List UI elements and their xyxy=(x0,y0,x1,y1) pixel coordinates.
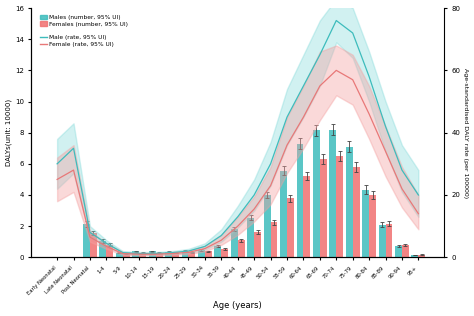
Bar xyxy=(247,218,254,257)
Bar xyxy=(254,232,261,257)
Bar xyxy=(165,252,172,257)
Bar xyxy=(329,130,336,257)
Bar xyxy=(303,176,310,257)
Bar xyxy=(419,254,425,257)
Bar xyxy=(106,245,113,257)
X-axis label: Age (years): Age (years) xyxy=(213,301,262,310)
Bar xyxy=(100,241,106,257)
Bar xyxy=(149,252,155,257)
Bar xyxy=(411,255,419,257)
Bar xyxy=(297,143,303,257)
Bar xyxy=(362,190,369,257)
Bar xyxy=(280,171,287,257)
Y-axis label: DALYs(unit: 10000): DALYs(unit: 10000) xyxy=(6,99,12,166)
Bar xyxy=(116,252,123,257)
Bar xyxy=(238,240,245,257)
Bar xyxy=(346,147,353,257)
Bar xyxy=(264,195,271,257)
Bar xyxy=(221,249,228,257)
Bar xyxy=(189,252,195,257)
Bar xyxy=(214,246,221,257)
Bar xyxy=(271,222,277,257)
Bar xyxy=(231,229,238,257)
Bar xyxy=(90,233,97,257)
Bar xyxy=(172,253,179,257)
Bar xyxy=(123,253,130,257)
Bar xyxy=(287,198,294,257)
Bar xyxy=(369,195,376,257)
Bar xyxy=(353,167,360,257)
Bar xyxy=(182,251,189,257)
Bar xyxy=(379,225,385,257)
Bar xyxy=(313,130,320,257)
Bar xyxy=(198,250,205,257)
Y-axis label: Age-standardised DALY rate (per 100000): Age-standardised DALY rate (per 100000) xyxy=(464,68,468,198)
Bar xyxy=(395,246,402,257)
Bar xyxy=(132,252,139,257)
Bar xyxy=(205,252,212,257)
Bar xyxy=(83,224,90,257)
Bar xyxy=(320,159,327,257)
Bar xyxy=(139,252,146,257)
Bar xyxy=(402,245,409,257)
Bar xyxy=(336,156,343,257)
Legend: Males (number, 95% UI), Females (number, 95% UI), , Male (rate, 95% UI), Female : Males (number, 95% UI), Females (number,… xyxy=(38,14,129,48)
Bar xyxy=(155,252,163,257)
Bar xyxy=(385,224,392,257)
